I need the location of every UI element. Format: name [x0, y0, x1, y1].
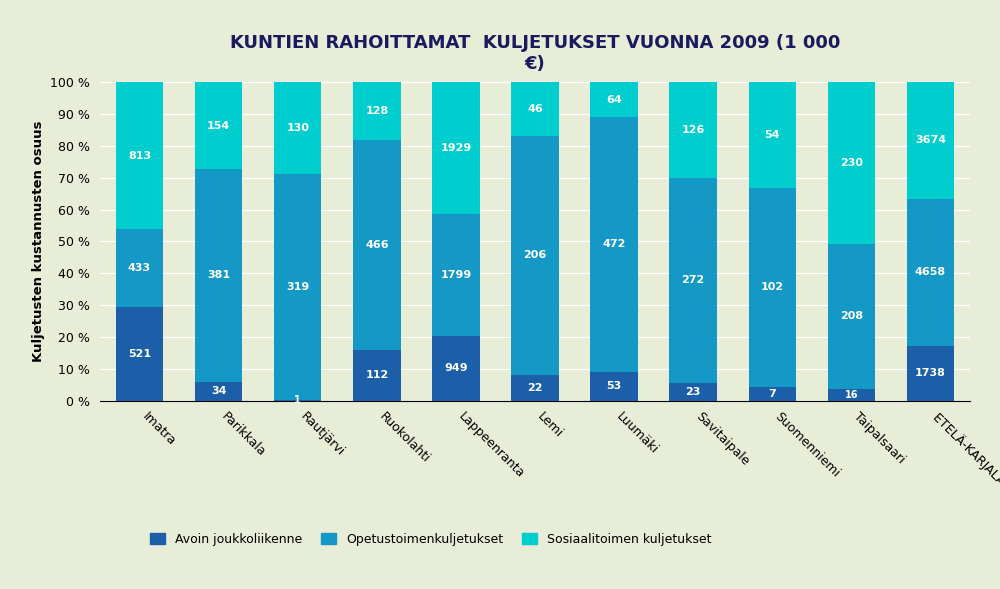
Text: 3674: 3674: [915, 135, 946, 145]
Bar: [274, 82, 321, 174]
Legend: Avoin joukkoliikenne, Opetustoimenkuljetukset, Sosiaalitoimen kuljetukset: Avoin joukkoliikenne, Opetustoimenkuljet…: [145, 528, 716, 551]
Bar: [590, 82, 638, 117]
Text: 466: 466: [365, 240, 389, 250]
Text: 154: 154: [207, 121, 230, 131]
Text: 813: 813: [128, 151, 151, 161]
Bar: [195, 168, 242, 382]
Bar: [749, 188, 796, 387]
Title: KUNTIEN RAHOITTAMAT  KULJETUKSET VUONNA 2009 (1 000
€): KUNTIEN RAHOITTAMAT KULJETUKSET VUONNA 2…: [230, 34, 840, 72]
Bar: [511, 136, 559, 375]
Bar: [749, 387, 796, 401]
Bar: [828, 82, 875, 244]
Text: 206: 206: [523, 250, 547, 260]
Bar: [669, 82, 717, 178]
Bar: [432, 214, 480, 336]
Text: 46: 46: [527, 104, 543, 114]
Text: 381: 381: [207, 270, 230, 280]
Bar: [511, 82, 559, 136]
Bar: [669, 178, 717, 383]
Text: 128: 128: [365, 106, 388, 116]
Bar: [353, 140, 401, 350]
Text: 1799: 1799: [440, 270, 472, 280]
Y-axis label: Kuljetusten kustannusten osuus: Kuljetusten kustannusten osuus: [32, 121, 45, 362]
Bar: [195, 382, 242, 401]
Text: 126: 126: [681, 125, 705, 135]
Bar: [274, 400, 321, 401]
Bar: [195, 82, 242, 168]
Text: 102: 102: [761, 282, 784, 292]
Bar: [828, 389, 875, 401]
Bar: [353, 82, 401, 140]
Text: 433: 433: [128, 263, 151, 273]
Text: 1738: 1738: [915, 368, 946, 378]
Bar: [828, 244, 875, 389]
Bar: [274, 174, 321, 400]
Text: 319: 319: [286, 282, 309, 292]
Text: 34: 34: [211, 386, 226, 396]
Text: 1929: 1929: [440, 143, 472, 153]
Bar: [590, 117, 638, 372]
Bar: [907, 198, 954, 346]
Text: 7: 7: [768, 389, 776, 399]
Text: 23: 23: [685, 387, 701, 397]
Bar: [669, 383, 717, 401]
Text: 112: 112: [365, 370, 388, 380]
Bar: [353, 350, 401, 401]
Bar: [432, 82, 480, 214]
Text: 4658: 4658: [915, 267, 946, 277]
Text: 208: 208: [840, 312, 863, 322]
Text: 949: 949: [444, 363, 468, 373]
Text: 230: 230: [840, 158, 863, 168]
Text: 272: 272: [682, 276, 705, 286]
Bar: [511, 375, 559, 401]
Bar: [116, 82, 163, 229]
Text: 1: 1: [294, 395, 301, 405]
Text: 64: 64: [606, 95, 622, 105]
Text: 16: 16: [845, 390, 858, 400]
Bar: [116, 307, 163, 401]
Bar: [432, 336, 480, 401]
Text: 22: 22: [527, 383, 543, 393]
Bar: [749, 82, 796, 188]
Bar: [590, 372, 638, 401]
Text: 54: 54: [765, 130, 780, 140]
Bar: [116, 229, 163, 307]
Text: 521: 521: [128, 349, 151, 359]
Text: 472: 472: [602, 240, 626, 250]
Bar: [907, 82, 954, 198]
Text: 53: 53: [606, 381, 622, 391]
Text: 130: 130: [286, 124, 309, 133]
Bar: [907, 346, 954, 401]
